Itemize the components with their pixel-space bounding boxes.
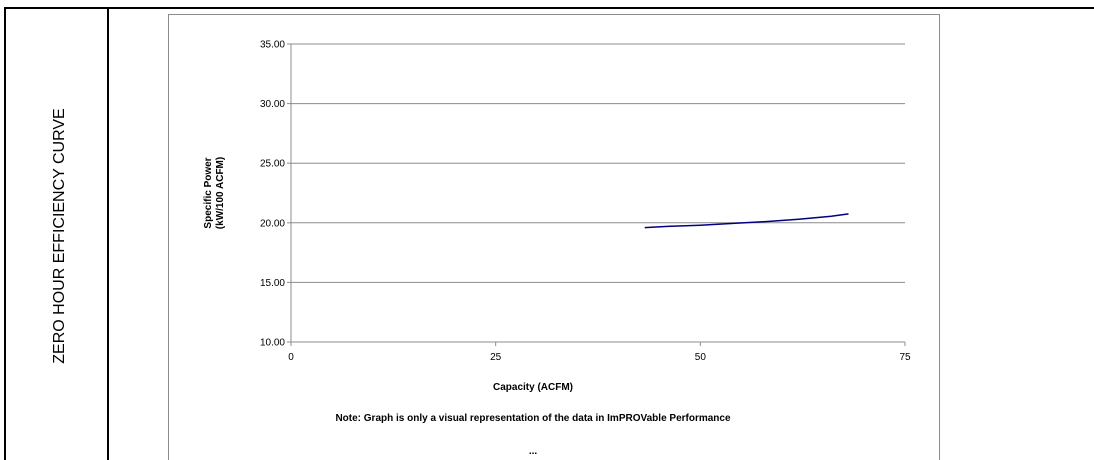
frame-top-border	[4, 7, 1094, 9]
y-axis-title-line2: (kW/100 ACFM)	[215, 157, 226, 229]
chart-ellipsis: ...	[529, 446, 538, 457]
x-tick-label: 50	[695, 352, 707, 363]
ticks: 10.00 15.00 20.00 25.00 30.00 35.00 0 25 50 75	[260, 40, 911, 364]
x-axis-title: Capacity (ACFM)	[493, 382, 573, 393]
y-tick-label: 20.00	[260, 218, 285, 229]
chart-area	[168, 14, 940, 460]
x-tick-label: 25	[490, 352, 502, 363]
y-axis-title-line1: Specific Power	[203, 157, 214, 228]
frame-left-border	[4, 7, 6, 460]
y-tick-label: 30.00	[260, 99, 285, 110]
chart-note: Note: Graph is only a visual representat…	[335, 413, 731, 424]
frame-divider	[107, 7, 109, 460]
gridlines	[291, 43, 905, 283]
y-tick-label: 15.00	[260, 278, 285, 289]
x-tick-label: 0	[288, 352, 294, 363]
axes	[290, 44, 905, 343]
y-tick-label: 35.00	[260, 40, 285, 51]
x-tick-label: 75	[899, 352, 911, 363]
y-tick-label: 25.00	[260, 159, 285, 170]
y-tick-label: 10.00	[260, 338, 285, 349]
series-line-specific-power	[644, 213, 849, 229]
